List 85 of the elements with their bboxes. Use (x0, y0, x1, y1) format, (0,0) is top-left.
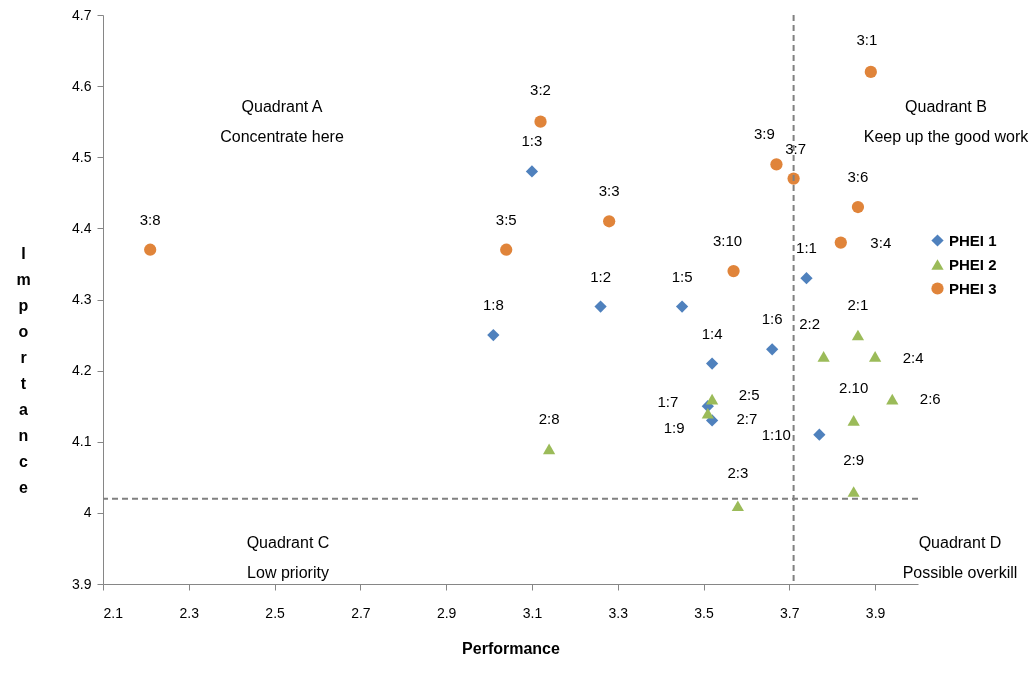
point (701, 408, 714, 419)
legend-label: PHEI 3 (949, 279, 997, 297)
point (534, 115, 547, 128)
point (834, 236, 847, 249)
annotation: 2:9 (843, 450, 865, 468)
point (766, 343, 779, 356)
annotation: 3:6 (847, 168, 869, 186)
point (500, 243, 513, 256)
y-tick-label: 4.6 (72, 77, 92, 94)
point (705, 393, 719, 405)
point (868, 351, 882, 362)
annotation: 2.10 (839, 379, 869, 397)
annotation: Quadrant A Concentrate here (220, 98, 344, 145)
point (817, 351, 830, 362)
y-tick-label: 4 (83, 504, 92, 521)
annotation: 1:7 (657, 393, 679, 411)
annotation: 3:9 (754, 125, 775, 143)
annotation: 2:1 (847, 296, 869, 314)
annotation: 1:3 (521, 132, 543, 150)
x-tick-label: 2.3 (179, 604, 200, 621)
x-tick-label: 3.1 (522, 604, 543, 621)
annotation: 3:5 (495, 210, 517, 228)
x-tick-label: 2.9 (436, 604, 457, 621)
y-tick-label: 4.3 (72, 291, 92, 307)
point (525, 165, 539, 178)
point (813, 428, 826, 441)
legend-label: PHEI 1 (949, 231, 997, 249)
point (727, 264, 740, 278)
point (847, 415, 860, 426)
annotation: 3:10 (712, 232, 743, 250)
annotation: 1:10 (761, 425, 791, 443)
point (864, 65, 877, 79)
annotation: 1:1 (796, 239, 817, 257)
legend-label: PHEI 2 (949, 255, 997, 273)
annotation: Quadrant C Low priority (246, 534, 330, 581)
annotation: 2:8 (538, 409, 560, 427)
annotation: 3:7 (785, 139, 807, 157)
x-tick-label: 3.5 (694, 604, 714, 621)
x-tick-label: 3.7 (780, 604, 800, 621)
annotation: 3:2 (530, 80, 551, 98)
point (594, 300, 607, 313)
point (487, 328, 500, 342)
y-tick-label: 4.7 (72, 6, 92, 23)
annotation: 1:2 (590, 267, 612, 285)
annotation: 2:3 (727, 463, 749, 481)
annotation: Quadrant B Keep up the good work (863, 98, 1030, 145)
point (603, 215, 616, 228)
point (542, 443, 556, 455)
x-axis-title: Performance (462, 639, 561, 657)
y-tick-label: 4.1 (72, 433, 92, 450)
point (800, 272, 813, 285)
annotation: 3:1 (856, 30, 878, 48)
annotation: 2:7 (736, 410, 758, 428)
point (851, 329, 865, 341)
x-tick-label: 3.3 (608, 604, 629, 621)
point (705, 357, 719, 370)
annotation: 2:6 (919, 390, 941, 408)
annotation: 1:8 (482, 296, 504, 314)
annotation: 3:8 (139, 210, 161, 228)
point (886, 393, 899, 405)
y-tick-label: 4.5 (72, 148, 92, 165)
x-tick-label: 2.1 (103, 604, 124, 621)
annotation: 1:5 (671, 267, 693, 285)
point (675, 300, 689, 313)
text: Importance (16, 245, 31, 497)
x-tick-label: 3.9 (865, 604, 886, 621)
annotation: 2:5 (738, 386, 760, 404)
point (847, 486, 860, 497)
annotation: 2:2 (799, 315, 821, 333)
annotation: 1:4 (701, 324, 723, 342)
y-tick-label: 3.9 (72, 575, 92, 592)
x-tick-label: 2.5 (265, 604, 286, 621)
annotation: 2:4 (902, 349, 924, 367)
y-tick-label: 4.4 (72, 219, 92, 236)
y-tick-label: 4.2 (72, 362, 92, 379)
annotation: 1:9 (663, 419, 685, 437)
annotation: Quadrant D Possible overkill (902, 534, 1018, 581)
point (851, 200, 865, 214)
point (731, 500, 744, 512)
point (144, 243, 157, 256)
x-tick-label: 2.7 (351, 604, 371, 621)
annotation: 3:4 (870, 233, 892, 251)
annotation: 1:6 (761, 310, 783, 328)
annotation: 3:3 (598, 182, 620, 200)
point (770, 158, 783, 171)
